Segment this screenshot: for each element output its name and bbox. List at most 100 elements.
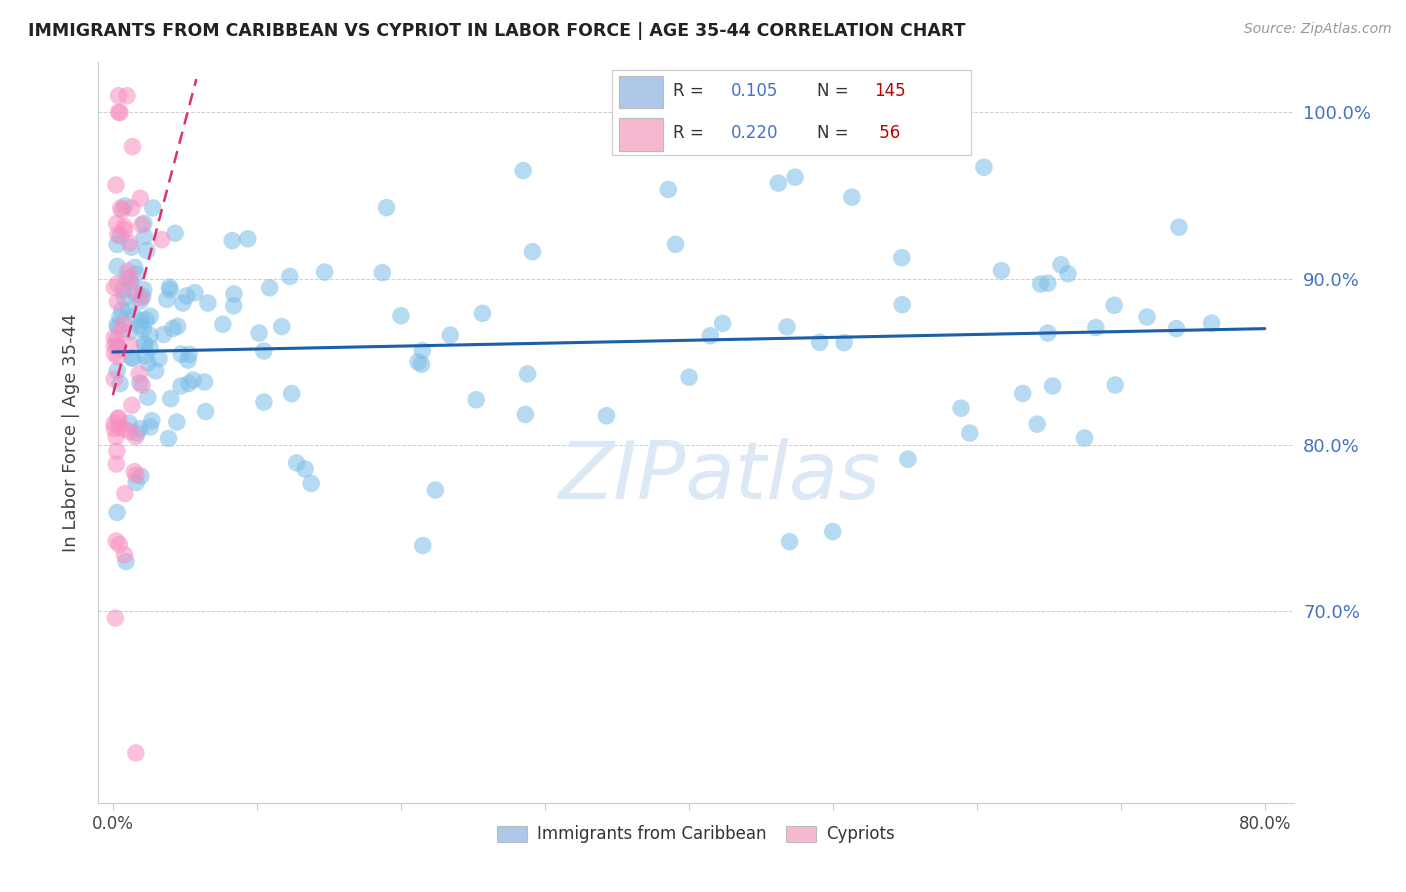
Point bbox=[253, 344, 276, 359]
Point bbox=[120, 282, 142, 296]
Point bbox=[111, 284, 134, 298]
Point bbox=[664, 237, 686, 252]
Point bbox=[112, 422, 135, 436]
Point bbox=[105, 429, 128, 443]
Point bbox=[121, 201, 143, 215]
Point bbox=[105, 318, 128, 332]
Point bbox=[107, 412, 129, 426]
Point bbox=[162, 321, 184, 335]
Point bbox=[105, 237, 128, 252]
Point bbox=[136, 356, 159, 370]
Point bbox=[157, 431, 180, 445]
Point bbox=[177, 376, 200, 391]
Point bbox=[115, 271, 138, 285]
Point bbox=[128, 318, 150, 333]
Point bbox=[890, 251, 912, 265]
Point bbox=[832, 335, 855, 350]
Point bbox=[222, 299, 245, 313]
Point bbox=[779, 534, 801, 549]
Point bbox=[110, 228, 132, 243]
Point bbox=[897, 452, 920, 467]
Point bbox=[103, 339, 125, 353]
Point bbox=[129, 191, 152, 205]
Point bbox=[172, 296, 194, 310]
Point bbox=[222, 287, 245, 301]
Point bbox=[103, 417, 125, 431]
Point bbox=[159, 280, 181, 294]
Point bbox=[105, 338, 128, 352]
Point bbox=[132, 283, 155, 297]
Point bbox=[105, 457, 128, 471]
Point bbox=[135, 313, 157, 327]
Point bbox=[197, 296, 219, 310]
Point bbox=[107, 410, 129, 425]
Point bbox=[299, 476, 322, 491]
Point bbox=[522, 244, 544, 259]
Point bbox=[105, 260, 128, 274]
Point bbox=[129, 469, 152, 483]
Point bbox=[131, 378, 153, 392]
Point bbox=[105, 533, 128, 548]
Point bbox=[128, 422, 150, 436]
Point bbox=[131, 218, 153, 232]
Point bbox=[105, 505, 128, 519]
Point bbox=[118, 235, 141, 250]
Point bbox=[776, 319, 799, 334]
Text: Source: ZipAtlas.com: Source: ZipAtlas.com bbox=[1244, 22, 1392, 37]
Point bbox=[1026, 417, 1049, 432]
Point bbox=[808, 335, 831, 350]
Point bbox=[406, 355, 429, 369]
Point bbox=[412, 539, 434, 553]
Point bbox=[107, 88, 129, 103]
Point bbox=[118, 425, 141, 439]
Legend: Immigrants from Caribbean, Cypriots: Immigrants from Caribbean, Cypriots bbox=[491, 819, 901, 850]
Point bbox=[136, 390, 159, 404]
Point bbox=[1050, 258, 1073, 272]
Point bbox=[439, 328, 461, 343]
Point bbox=[678, 370, 700, 384]
Point bbox=[783, 170, 806, 185]
Point bbox=[107, 227, 129, 242]
Point bbox=[170, 379, 193, 393]
Point bbox=[142, 201, 165, 215]
Point bbox=[108, 419, 131, 434]
Point bbox=[973, 161, 995, 175]
Point bbox=[105, 364, 128, 378]
Point bbox=[131, 313, 153, 327]
Point bbox=[105, 294, 128, 309]
Point bbox=[184, 285, 207, 300]
Point bbox=[128, 367, 150, 381]
Point bbox=[177, 353, 200, 368]
Point bbox=[124, 465, 146, 479]
Point bbox=[247, 326, 270, 340]
Point bbox=[1104, 378, 1126, 392]
Point bbox=[125, 746, 148, 760]
Point bbox=[891, 298, 914, 312]
Point bbox=[1166, 321, 1188, 335]
Point bbox=[108, 105, 131, 120]
Point bbox=[108, 537, 131, 551]
Point bbox=[166, 415, 188, 429]
Point bbox=[114, 548, 136, 562]
Point bbox=[170, 347, 193, 361]
Point bbox=[236, 232, 259, 246]
Point bbox=[425, 483, 447, 497]
Point bbox=[108, 310, 131, 325]
Point bbox=[108, 376, 131, 391]
Point bbox=[959, 425, 981, 440]
Point bbox=[1136, 310, 1159, 324]
Point bbox=[221, 234, 243, 248]
Point bbox=[110, 323, 132, 337]
Point bbox=[285, 456, 308, 470]
Point bbox=[512, 163, 534, 178]
Point bbox=[125, 475, 148, 490]
Point bbox=[114, 219, 136, 234]
Point bbox=[1102, 298, 1125, 312]
Point bbox=[120, 240, 142, 254]
Point bbox=[278, 269, 301, 284]
Point bbox=[114, 223, 136, 237]
Point bbox=[114, 486, 136, 500]
Point bbox=[465, 392, 488, 407]
Point bbox=[1029, 277, 1052, 291]
Point bbox=[990, 263, 1012, 277]
